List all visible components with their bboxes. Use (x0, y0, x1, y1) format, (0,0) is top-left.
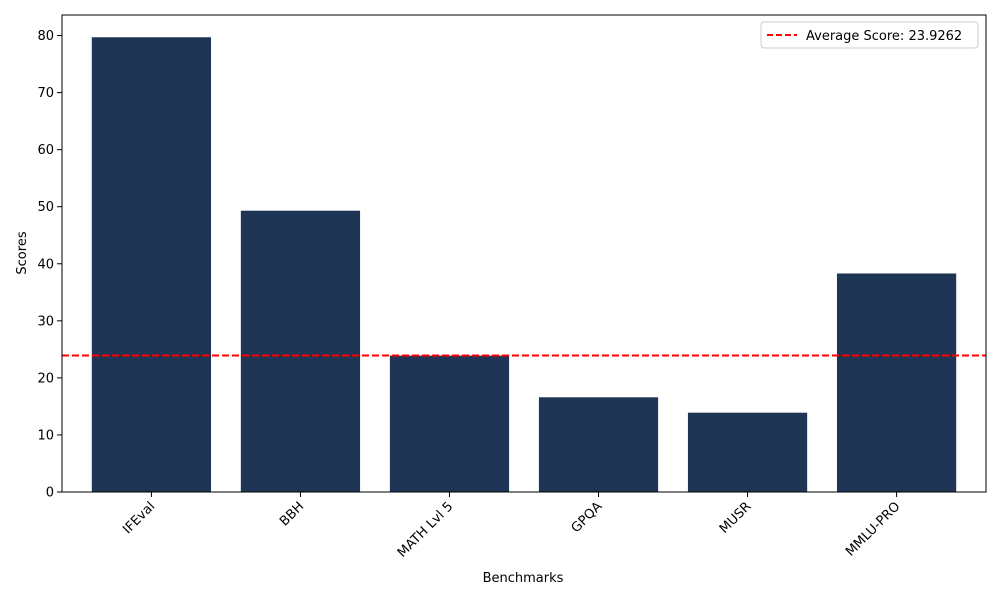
x-tick-label: MATH Lvl 5 (395, 499, 456, 560)
y-tick-label: 70 (37, 86, 54, 101)
y-tick-label: 80 (37, 29, 54, 44)
legend-entry-average-score: Average Score: 23.9262 (806, 29, 962, 44)
x-tick-label: BBH (277, 499, 307, 529)
bar-bbh (240, 210, 361, 492)
bar-ifeval (91, 37, 212, 493)
y-tick-label: 60 (37, 143, 54, 158)
bar-math-lvl-5 (389, 355, 510, 492)
legend-box (760, 21, 979, 49)
plot-frame (61, 14, 987, 493)
bar-gpqa (538, 397, 659, 492)
y-tick-label: 50 (37, 200, 54, 215)
y-tick-label: 20 (37, 371, 54, 386)
y-tick-label: 40 (37, 257, 54, 272)
x-tick-label: GPQA (569, 499, 606, 536)
y-tick-label: 10 (37, 428, 54, 443)
y-tick-label: 0 (46, 486, 54, 501)
y-tick-label: 30 (37, 314, 54, 329)
x-axis-label: Benchmarks (483, 571, 564, 586)
legend: Average Score: 23.9262 (760, 21, 979, 49)
y-axis-label: Scores (15, 231, 30, 274)
x-tick-label: IFEval (120, 499, 158, 537)
x-tick-label: MMLU-PRO (843, 499, 903, 559)
x-tick-label: MUSR (717, 499, 754, 536)
bars-layer (91, 37, 957, 493)
bar-mmlu-pro (836, 273, 957, 492)
bar-musr (687, 412, 808, 492)
axes-layer (61, 14, 987, 493)
